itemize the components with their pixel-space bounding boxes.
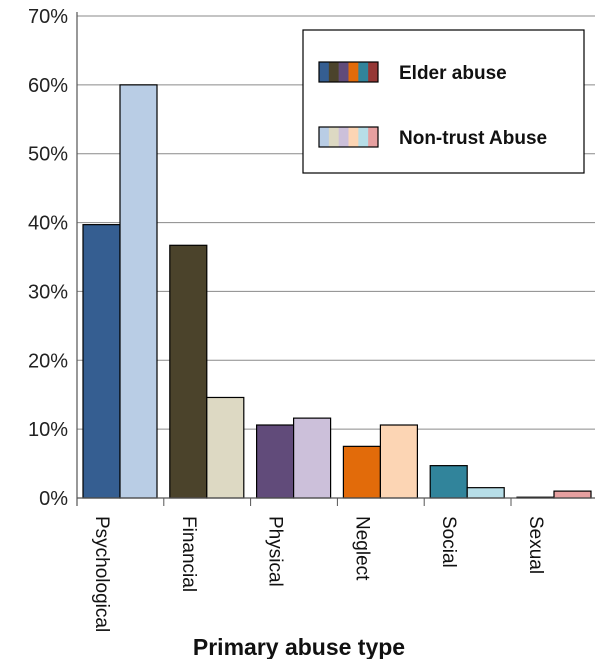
x-category-label: Physical: [265, 516, 286, 587]
legend-swatch-segment: [328, 62, 339, 82]
bar-sexual-non-trust-abuse: [553, 490, 592, 499]
bar-financial-non-trust-abuse: [206, 396, 245, 499]
legend-swatch-border: [318, 126, 379, 148]
x-category-label: Social: [438, 516, 459, 568]
legend: Elder abuse Non-trust Abuse: [302, 29, 585, 174]
bar-social-non-trust-abuse: [466, 487, 505, 499]
bars: [82, 84, 592, 499]
legend-swatch-segment: [348, 62, 359, 82]
bar-financial-elder-abuse: [169, 244, 208, 499]
x-category-label: Neglect: [351, 516, 372, 581]
legend-swatch-segment: [319, 127, 330, 147]
legend-swatch-segment: [358, 62, 369, 82]
y-tick-label: 0%: [39, 488, 68, 510]
bar-physical-elder-abuse: [256, 424, 295, 499]
y-tick-label: 20%: [28, 350, 68, 372]
bar-social-elder-abuse: [429, 465, 468, 499]
legend-swatch-segment: [358, 127, 369, 147]
legend-box: [302, 29, 585, 174]
y-tick-label: 60%: [28, 75, 68, 97]
x-category-label: Psychological: [91, 516, 112, 632]
y-tick-label: 50%: [28, 144, 68, 166]
x-category-label: Financial: [178, 516, 199, 592]
y-tick-label: 40%: [28, 213, 68, 235]
legend-swatch-segment: [368, 127, 379, 147]
legend-label: Non-trust Abuse: [399, 128, 547, 149]
legend-swatch-segment: [348, 127, 359, 147]
legend-swatch-segment: [338, 62, 349, 82]
legend-swatch-segment: [368, 62, 379, 82]
bar-neglect-non-trust-abuse: [379, 424, 418, 499]
legend-swatch-segment: [338, 127, 349, 147]
legend-swatch-segment: [328, 127, 339, 147]
y-axis-ticks: 0% 10% 20% 30% 40% 50% 60% 70%: [28, 6, 68, 510]
x-axis-category-labels: Psychological Financial Physical Neglect Soc…: [91, 516, 546, 632]
legend-swatch-border: [318, 61, 379, 83]
bar-physical-non-trust-abuse: [293, 417, 332, 499]
bar-neglect-elder-abuse: [342, 445, 381, 499]
legend-swatch-segment: [319, 62, 330, 82]
y-tick-label: 70%: [28, 6, 68, 28]
bar-psychological-elder-abuse: [82, 224, 121, 499]
x-axis-title: Primary abuse type: [193, 634, 405, 659]
legend-swatch: [318, 126, 379, 148]
x-category-label: Sexual: [525, 516, 546, 574]
legend-swatch: [318, 61, 379, 83]
axes: [76, 12, 595, 506]
legend-label: Elder abuse: [399, 63, 507, 84]
y-tick-label: 10%: [28, 419, 68, 441]
y-tick-label: 30%: [28, 281, 68, 303]
bar-psychological-non-trust-abuse: [119, 84, 158, 499]
